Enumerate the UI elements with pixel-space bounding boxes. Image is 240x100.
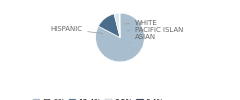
Wedge shape <box>114 13 120 38</box>
Text: WHITE: WHITE <box>125 20 158 26</box>
Wedge shape <box>119 13 120 38</box>
Text: HISPANIC: HISPANIC <box>50 26 103 34</box>
Wedge shape <box>96 13 144 62</box>
Text: ASIAN: ASIAN <box>129 34 156 42</box>
Text: PACIFIC ISLAN: PACIFIC ISLAN <box>128 27 184 33</box>
Wedge shape <box>98 14 120 38</box>
Legend: 82.6%, 13.4%, 3.5%, 0.4%: 82.6%, 13.4%, 3.5%, 0.4% <box>30 96 167 100</box>
